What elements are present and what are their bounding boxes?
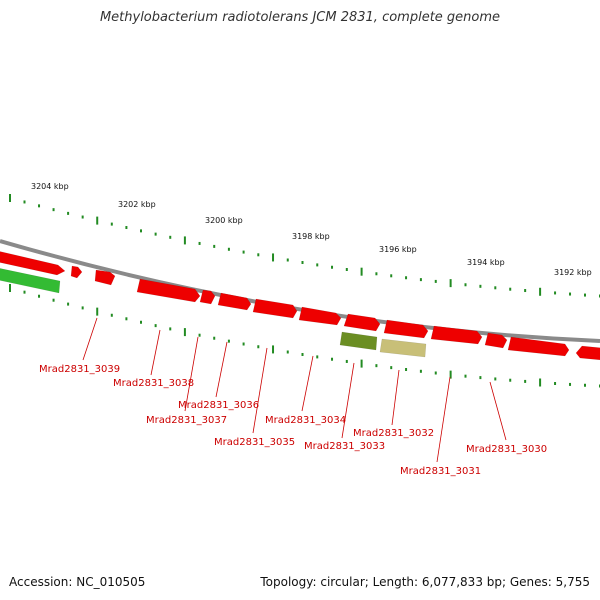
accession-text: Accession: NC_010505 (9, 575, 146, 589)
leader-mrad2831-3030 (489, 381, 507, 441)
genome-backbone (0, 239, 600, 343)
gene-arrow-mrad2831-3035[interactable] (252, 298, 298, 319)
gene-block-olive[interactable] (339, 331, 378, 351)
inner-tick-track (9, 284, 600, 388)
gene-label-mrad2831-3038[interactable]: Mrad2831_3038 (113, 378, 194, 389)
gene-arrow-mrad2831-3034[interactable] (298, 306, 342, 326)
gene-label-mrad2831-3030[interactable]: Mrad2831_3030 (466, 444, 547, 455)
gene-arrow-edge-left[interactable] (0, 251, 66, 276)
gene-label-mrad2831-3031[interactable]: Mrad2831_3031 (400, 466, 481, 477)
gene-arrow-edge-right[interactable] (575, 345, 600, 361)
gene-label-mrad2831-3032[interactable]: Mrad2831_3032 (353, 428, 434, 439)
gene-arrow-mrad2831-3033-fwd[interactable] (343, 313, 381, 332)
outer-tick-track (9, 194, 600, 298)
leader-mrad2831-3033 (341, 362, 355, 439)
gene-arrow-green[interactable] (0, 268, 61, 294)
scale-label-3194: 3194 kbp (467, 258, 505, 267)
gene-block-pale[interactable] (379, 338, 427, 358)
gene-leader-lines (82, 317, 507, 463)
leader-mrad2831-3037 (184, 336, 199, 412)
gene-arrow-small-1[interactable] (70, 265, 83, 279)
gene-arrow-mrad2831-3038[interactable] (136, 278, 201, 303)
leader-mrad2831-3039 (82, 317, 98, 361)
leader-mrad2831-3031 (436, 376, 451, 463)
gene-arrow-mrad2831-3032-fwd[interactable] (383, 319, 429, 339)
gene-label-mrad2831-3034[interactable]: Mrad2831_3034 (265, 415, 346, 426)
gene-arrow-small-3[interactable] (484, 332, 508, 349)
scale-label-3198: 3198 kbp (292, 232, 330, 241)
scale-label-group: 3204 kbp 3202 kbp 3200 kbp 3198 kbp 3196… (31, 182, 592, 277)
gene-label-mrad2831-3035[interactable]: Mrad2831_3035 (214, 437, 295, 448)
scale-label-3204: 3204 kbp (31, 182, 69, 191)
gene-label-mrad2831-3037[interactable]: Mrad2831_3037 (146, 415, 227, 426)
scale-label-3200: 3200 kbp (205, 216, 243, 225)
gene-arrow-mrad2831-3031[interactable] (430, 325, 483, 345)
scale-label-3192: 3192 kbp (554, 268, 592, 277)
leader-mrad2831-3032 (391, 369, 400, 426)
leader-mrad2831-3036 (215, 341, 228, 398)
gene-arrow-small-2[interactable] (94, 269, 116, 286)
map-title: Methylobacterium radiotolerans JCM 2831,… (99, 10, 501, 25)
gene-label-mrad2831-3039[interactable]: Mrad2831_3039 (39, 364, 120, 375)
leader-mrad2831-3034 (301, 355, 314, 412)
gene-label-mrad2831-3036[interactable]: Mrad2831_3036 (178, 400, 259, 411)
gene-arrow-mrad2831-3037[interactable] (199, 289, 216, 305)
leader-mrad2831-3038 (150, 329, 161, 376)
genome-summary-text: Topology: circular; Length: 6,077,833 bp… (260, 575, 590, 589)
gene-arrow-mrad2831-3030[interactable] (507, 336, 570, 357)
gene-label-group: Mrad2831_3039 Mrad2831_3038 Mrad2831_303… (39, 364, 547, 477)
gene-label-mrad2831-3033[interactable]: Mrad2831_3033 (304, 441, 385, 452)
gene-track (0, 251, 600, 361)
gene-arrow-mrad2831-3036[interactable] (217, 292, 252, 311)
leader-mrad2831-3035 (252, 347, 268, 434)
scale-label-3202: 3202 kbp (118, 200, 156, 209)
scale-label-3196: 3196 kbp (379, 245, 417, 254)
